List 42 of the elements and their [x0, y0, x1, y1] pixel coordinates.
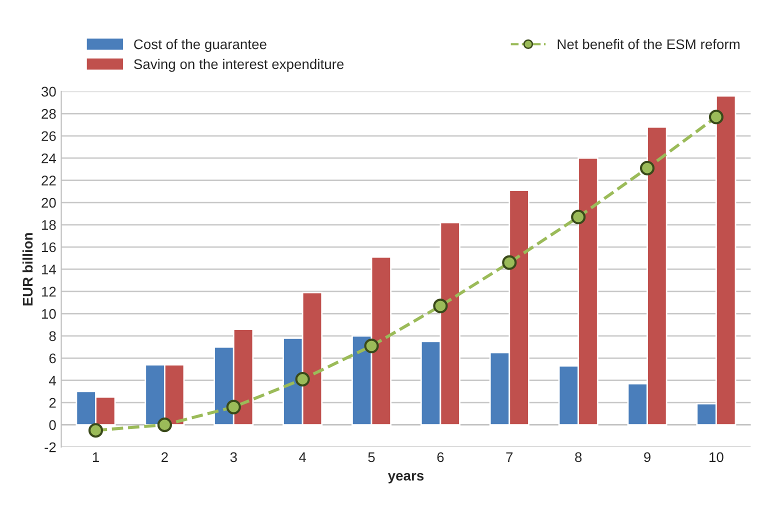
y-tick-label: 8 — [49, 331, 56, 342]
x-tick-label: 10 — [710, 452, 724, 462]
x-tick-label: 9 — [644, 452, 650, 462]
y-tick-label: 0 — [49, 420, 56, 430]
x-tick-label: 5 — [368, 452, 375, 462]
y-tick-label: 10 — [42, 309, 56, 319]
legend-label: Net benefit of the ESM reform — [558, 38, 740, 50]
legend-label: Cost of the guarantee — [134, 38, 266, 52]
y-tick-label: 20 — [42, 198, 56, 208]
point — [364, 338, 379, 354]
point — [433, 298, 448, 314]
x-tick-label: 8 — [575, 452, 582, 462]
point — [502, 255, 517, 270]
y-tick-label: 12 — [42, 286, 56, 296]
x-tick-label: 2 — [162, 452, 168, 462]
point — [571, 210, 586, 224]
y-tick-label: 2 — [49, 398, 56, 408]
point — [226, 400, 241, 414]
y-tick-label: 4 — [49, 376, 56, 386]
point — [88, 423, 104, 438]
y-tick-label: 18 — [42, 220, 56, 230]
y-tick-label: 30 — [42, 86, 56, 97]
point — [640, 160, 655, 176]
point — [157, 418, 172, 432]
x-tick-label: 6 — [437, 452, 444, 462]
y-tick-label: 16 — [42, 242, 56, 252]
x-tick-label: 1 — [92, 452, 99, 462]
point — [295, 372, 310, 387]
x-tick-label: 4 — [299, 452, 306, 462]
x-axis-title: years — [388, 472, 424, 484]
y-tick-label: 6 — [49, 353, 56, 364]
y-tick-label: 22 — [42, 176, 56, 186]
y-tick-label: 28 — [42, 109, 56, 119]
y-tick-label: 24 — [42, 153, 56, 164]
x-tick-label: 7 — [506, 452, 513, 462]
y-tick-label: 26 — [42, 131, 56, 142]
legend-label: Saving on the interest expenditure — [134, 58, 344, 72]
point — [708, 110, 724, 124]
y-tick-label: 14 — [42, 264, 56, 274]
x-tick-label: 3 — [230, 452, 237, 462]
y-tick-label: -2 — [44, 442, 56, 452]
y-axis-title: EUR billion — [22, 233, 33, 306]
